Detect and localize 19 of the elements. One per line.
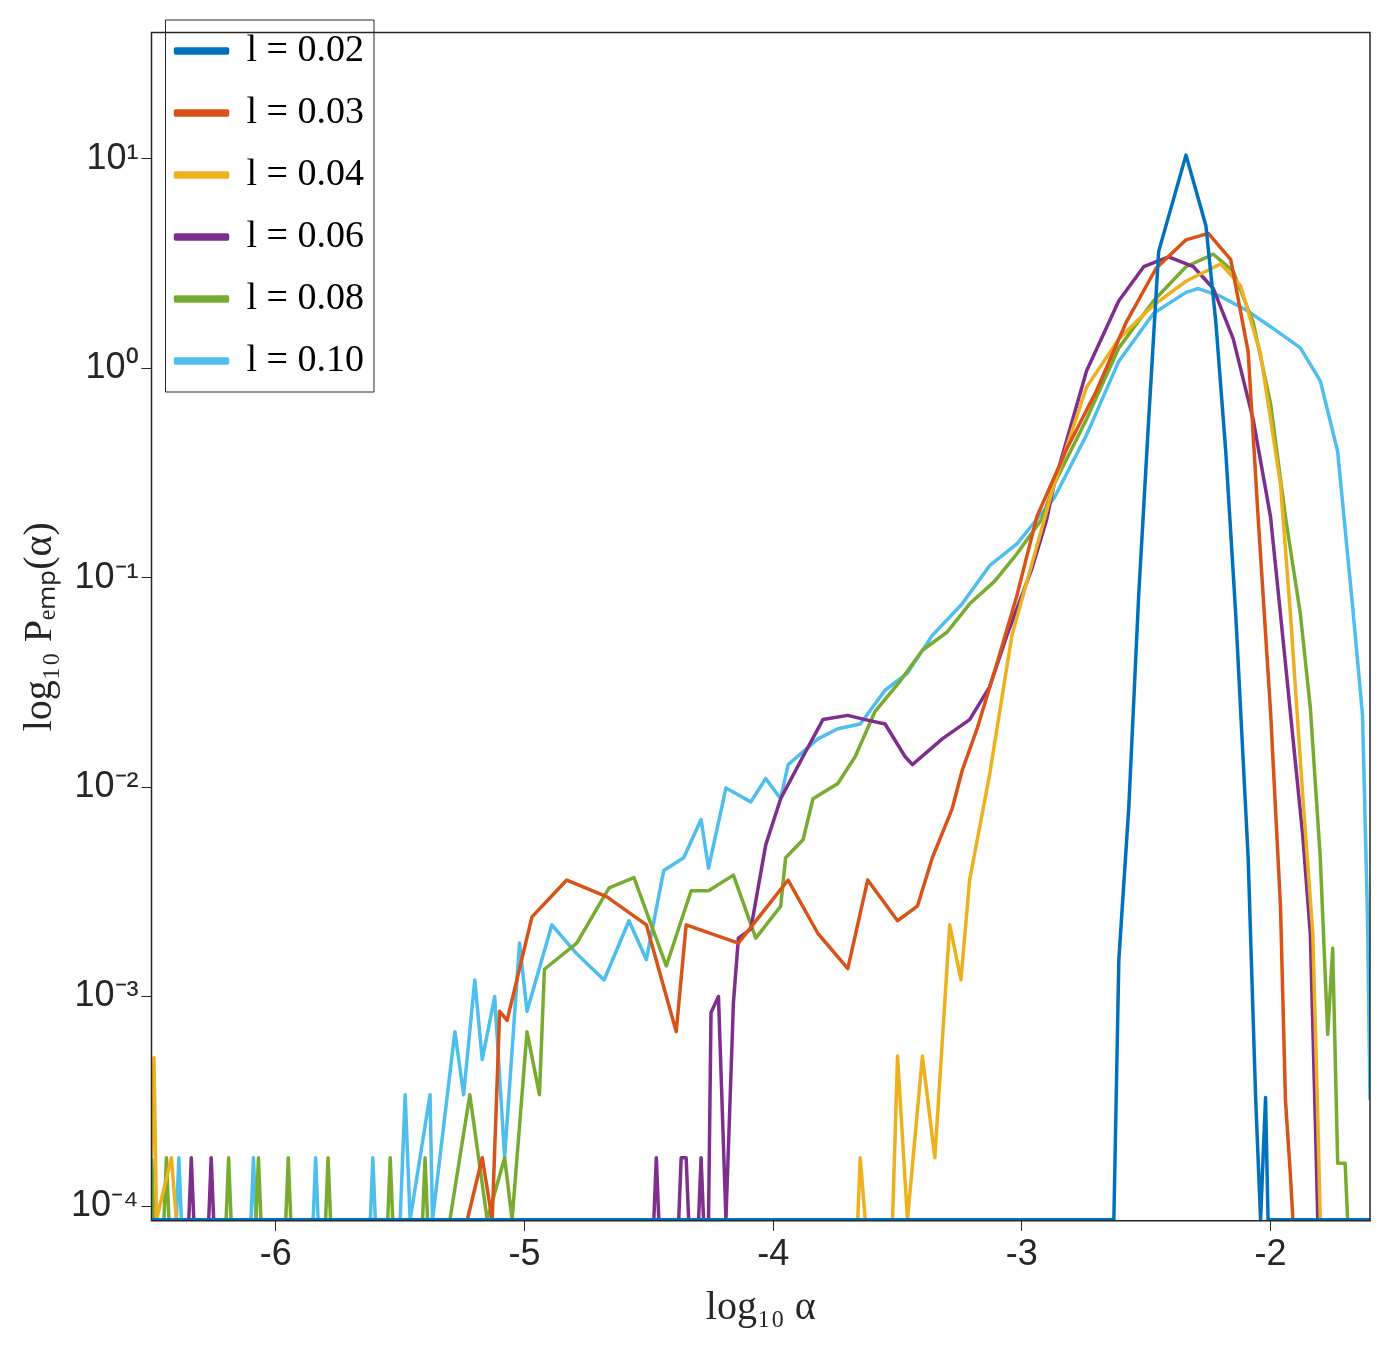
x-tick-label: -2 [1254,1232,1287,1274]
y-tick-label: 10⁻³ [74,973,139,1015]
legend-label: l = 0.02 [246,26,365,69]
x-axis-title: log₁₀ α [705,1282,816,1328]
x-tick-label: -4 [757,1232,790,1274]
legend-label: l = 0.04 [246,150,365,193]
x-tick-label: -5 [508,1232,541,1274]
y-tick-label: 10⁻² [74,764,139,806]
y-tick-label: 10⁰ [85,345,139,387]
x-tick-label: -6 [259,1232,292,1274]
y-axis-title: log₁₀ Pₑₘₚ(α) [14,522,61,732]
y-tick-label: 10⁻⁴ [71,1182,139,1224]
legend-label: l = 0.06 [246,212,365,255]
x-tick-label: -3 [1005,1232,1038,1274]
legend-label: l = 0.10 [246,336,365,379]
legend-label: l = 0.08 [246,274,365,317]
legend-label: l = 0.03 [246,88,365,131]
y-tick-label: 10¹ [86,135,139,177]
y-tick-label: 10⁻¹ [74,554,139,596]
